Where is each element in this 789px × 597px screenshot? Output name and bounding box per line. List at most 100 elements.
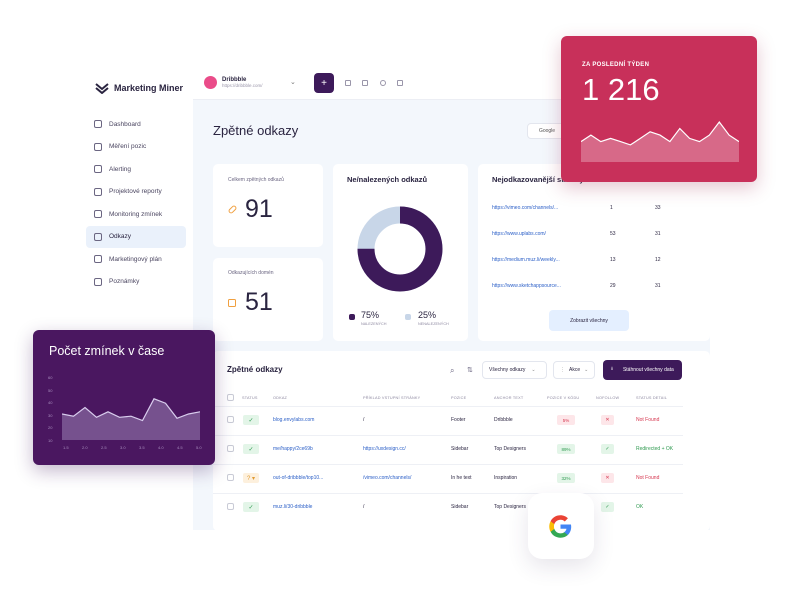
notfound-legend-swatch [405,314,411,320]
entry-page[interactable]: https://uxdesign.cc/ [363,446,406,452]
anchor-text: Inspiration [494,475,518,481]
table-header: POZICE [451,396,467,400]
sidebar-item-7[interactable]: Poznámky [86,271,186,294]
project-url: https://dribbble.com/ [222,83,263,88]
donut-title: Ne/nalezených odkazů [347,175,428,184]
top-page-url[interactable]: https://www.sketchappsource... [492,283,561,289]
backlink-url[interactable]: muz.li/30-dribbble [273,504,313,510]
actions-select[interactable]: ⋮ Akce ⌄ [553,361,595,379]
top-page-count-b: 31 [655,283,661,289]
total-backlinks-label: Celkem zpětných odkazů [228,177,284,183]
brand-name: Marketing Miner [114,83,184,93]
top-page-count-b: 12 [655,257,661,263]
backlinks-table-card [213,351,710,531]
y-tick-label: 20 [48,425,53,431]
sort-icon[interactable]: ⇅ [467,367,473,374]
share-icon[interactable] [362,80,368,86]
entry-page[interactable]: /vimeo.com/channels/ [363,475,412,481]
top-page-row: https://medium.muz.li/weekly... 13 12 [492,255,702,265]
code-position-chip: 5% [557,415,575,425]
row-checkbox[interactable] [227,474,234,481]
link-icon [94,232,102,241]
sidebar-item-6[interactable]: Marketingový plán [86,248,186,271]
sidebar-item-label: Alerting [109,165,132,173]
nofollow-chip: ✓ [601,502,614,512]
download-all-button[interactable]: ⭳ Stáhnout všechny data [603,360,682,380]
domains-label: Odkazujících domén [228,270,274,276]
top-page-count-b: 31 [655,231,661,237]
sidebar-item-3[interactable]: Projektové reporty [86,181,186,204]
sidebar-item-5[interactable]: Odkazy [86,225,186,248]
backlink-url[interactable]: blog.envylabs.com [273,417,315,423]
mentions-area-chart [62,398,200,440]
settings-icon[interactable] [380,80,386,86]
status-chip[interactable]: ✓ [243,444,259,454]
top-page-url[interactable]: https://medium.muz.li/weekly... [492,257,560,263]
mentions-line [62,398,200,422]
x-tick-label: 5.0 [196,445,202,450]
sidebar-item-4[interactable]: Monitoring zmínek [86,203,186,226]
link-position: Footer [451,417,466,423]
x-tick-label: 4.5 [177,445,183,450]
page-title: Zpětné odkazy [213,123,299,138]
row-divider [213,464,683,465]
backlinks-title: Zpětné odkazy [227,365,283,374]
entry-page[interactable]: / [363,504,365,510]
sidebar-item-2[interactable]: Alerting [86,158,186,181]
project-selector[interactable]: Dribbble https://dribbble.com/ [204,76,263,89]
trash-icon[interactable] [397,80,403,86]
table-header: ODKAZ [273,396,288,400]
links-filter-select[interactable]: Všechny odkazy ⌄ [482,361,547,379]
sidebar-item-label: Dashboard [109,120,141,128]
anchor-text: Dribbble [494,417,513,423]
add-button[interactable]: + [314,73,334,93]
show-all-button[interactable]: Zobrazit všechny [549,310,629,331]
y-tick-label: 10 [48,438,53,443]
backlink-url[interactable]: out-of-dribbble/top10... [273,475,324,481]
chevron-down-icon: ⌄ [531,367,536,373]
brand[interactable]: Marketing Miner [95,82,183,94]
sidebar-item-label: Projektové reporty [109,188,162,196]
top-pages-title: Nejodkazovanější stránky [492,175,584,184]
weekly-line [581,121,739,146]
total-backlinks-card [213,164,323,247]
y-tick-label: 60 [48,375,53,380]
sidebar-item-label: Odkazy [109,233,132,241]
copy-icon[interactable] [345,80,351,86]
x-tick-label: 3.5 [139,445,145,450]
entry-page[interactable]: / [363,417,365,423]
select-all-checkbox[interactable] [227,394,234,401]
top-page-row: https://vimeo.com/channels/... 1 33 [492,203,702,213]
row-checkbox[interactable] [227,445,234,452]
row-checkbox[interactable] [227,503,234,510]
top-page-url[interactable]: https://www.uplabs.com/ [492,231,546,237]
dashboard-icon [94,120,102,129]
mentions-title: Počet zmínek v čase [49,344,165,358]
search-icon[interactable]: ⌕ [450,366,455,375]
weekly-sparkline [581,121,739,162]
top-page-row: https://www.uplabs.com/53 31 [492,229,702,239]
found-label: NALEZENÝCH [361,322,387,326]
y-tick-label: 50 [48,387,53,393]
status-chip[interactable]: ✓ [243,415,259,425]
mentions-over-time-card [33,330,215,465]
found-legend-swatch [349,314,355,320]
top-page-row: https://www.sketchappsource... 29 31 [492,281,702,291]
sidebar-item-1[interactable]: Měření pozic [86,136,186,159]
status-detail: Not Found [636,475,660,481]
sidebar-item-0[interactable]: Dashboard [86,113,186,136]
row-checkbox[interactable] [227,416,234,423]
project-name: Dribbble [222,77,247,83]
bell-icon [94,165,102,174]
status-chip[interactable]: ✓ [243,502,259,512]
y-tick-label: 30 [48,412,53,418]
chevron-down-icon[interactable]: ⌄ [290,79,296,86]
download-icon: ⭳ [611,366,613,372]
status-chip[interactable]: ? ▾ [243,473,259,483]
x-tick-label: 2.5 [101,445,107,450]
note-icon [94,277,102,286]
link-position: Sidebar [451,446,469,452]
top-page-url[interactable]: https://vimeo.com/channels/... [492,205,559,211]
backlink-url[interactable]: me/happy/2ce69b [273,446,313,452]
code-position-chip: 89% [557,444,575,454]
